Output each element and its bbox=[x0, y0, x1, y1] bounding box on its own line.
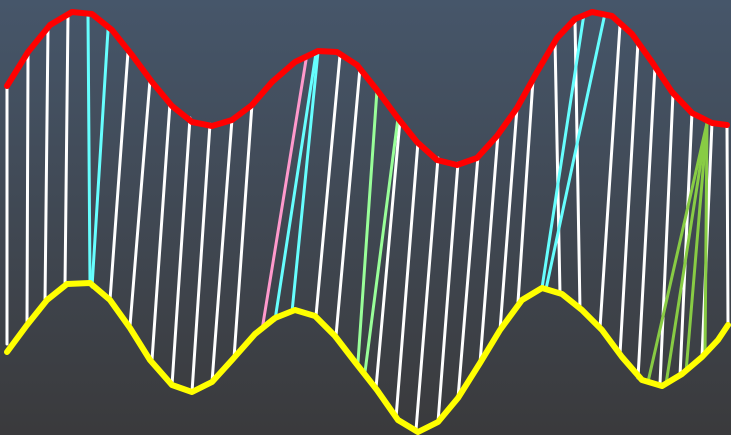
link-line-olive bbox=[703, 121, 709, 357]
link-line bbox=[498, 106, 519, 332]
link-line bbox=[725, 123, 730, 327]
link-line bbox=[128, 78, 152, 328]
link-line bbox=[190, 122, 212, 394]
link-line bbox=[436, 161, 460, 424]
link-line bbox=[516, 78, 535, 304]
link-line-cyan bbox=[273, 51, 318, 322]
link-line-lightgreen bbox=[363, 116, 400, 374]
link-line bbox=[63, 12, 70, 288]
link-line-pink bbox=[260, 58, 308, 332]
upper-red-curve bbox=[4, 9, 730, 168]
link-line-cyan bbox=[90, 28, 110, 289]
link-line bbox=[456, 154, 480, 400]
link-line-lightgreen bbox=[356, 88, 379, 364]
link-line bbox=[170, 116, 192, 387]
link-line bbox=[150, 101, 172, 362]
link-line bbox=[43, 26, 50, 304]
link-line-olive bbox=[646, 121, 709, 384]
link-line bbox=[636, 64, 657, 380]
link-line-cyan bbox=[290, 50, 320, 314]
link-line bbox=[478, 132, 500, 365]
link-line bbox=[658, 91, 675, 386]
link-lines bbox=[5, 12, 730, 432]
link-line bbox=[334, 66, 362, 338]
link-line-cyan bbox=[86, 13, 92, 285]
link-line bbox=[232, 102, 254, 360]
link-line bbox=[210, 117, 234, 384]
link-line bbox=[108, 50, 130, 302]
link-line bbox=[25, 53, 30, 327]
link-line-cyan bbox=[544, 16, 606, 291]
link-line bbox=[618, 40, 640, 356]
link-line-olive bbox=[684, 121, 709, 374]
link-line bbox=[678, 110, 694, 378]
link-line bbox=[394, 140, 420, 420]
link-line bbox=[374, 118, 402, 390]
link-line-cyan bbox=[540, 12, 586, 290]
link-line bbox=[553, 38, 562, 296]
link-line bbox=[598, 23, 622, 330]
lower-yellow-curve bbox=[4, 280, 731, 435]
link-line bbox=[414, 156, 440, 432]
link-line bbox=[314, 53, 342, 318]
link-line-olive bbox=[664, 121, 709, 386]
